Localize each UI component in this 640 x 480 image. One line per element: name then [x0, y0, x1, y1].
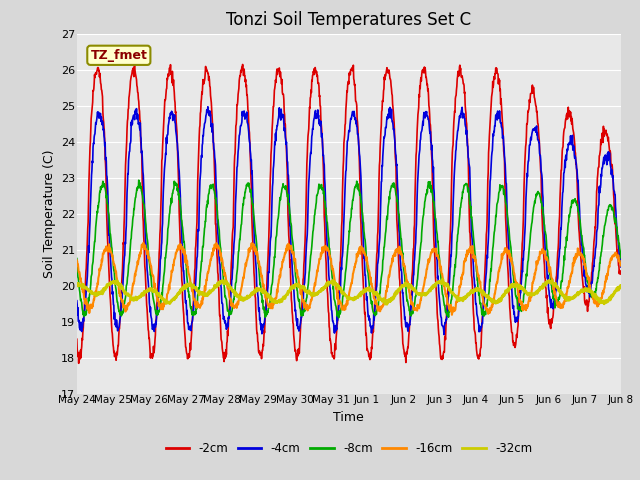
- -4cm: [73, 298, 81, 304]
- -32cm: [383, 301, 391, 307]
- -8cm: [287, 219, 294, 225]
- -8cm: [433, 229, 441, 235]
- -4cm: [204, 104, 212, 109]
- X-axis label: Time: Time: [333, 410, 364, 423]
- -2cm: [131, 61, 138, 67]
- Line: -4cm: -4cm: [77, 107, 621, 335]
- -4cm: [522, 188, 530, 194]
- -32cm: [193, 288, 201, 294]
- -32cm: [287, 287, 294, 293]
- -8cm: [73, 256, 81, 262]
- -16cm: [433, 251, 440, 257]
- -32cm: [617, 283, 625, 289]
- Text: TZ_fmet: TZ_fmet: [90, 49, 147, 62]
- -2cm: [73, 336, 81, 342]
- -4cm: [300, 287, 308, 292]
- -32cm: [438, 276, 446, 282]
- -8cm: [570, 199, 577, 205]
- Title: Tonzi Soil Temperatures Set C: Tonzi Soil Temperatures Set C: [226, 11, 472, 29]
- -32cm: [570, 296, 577, 301]
- -4cm: [433, 250, 440, 256]
- -2cm: [617, 270, 625, 276]
- Line: -16cm: -16cm: [77, 243, 621, 315]
- -8cm: [135, 177, 143, 183]
- Line: -32cm: -32cm: [77, 279, 621, 304]
- -4cm: [617, 264, 625, 270]
- -16cm: [140, 240, 147, 246]
- -16cm: [448, 312, 456, 318]
- -8cm: [522, 271, 530, 277]
- -32cm: [522, 290, 530, 296]
- -2cm: [433, 298, 441, 303]
- -16cm: [617, 263, 625, 268]
- -16cm: [193, 304, 201, 310]
- -4cm: [193, 255, 201, 261]
- -2cm: [300, 257, 308, 263]
- -8cm: [335, 315, 342, 321]
- -16cm: [287, 245, 294, 251]
- -2cm: [287, 285, 295, 290]
- -16cm: [522, 302, 530, 308]
- -16cm: [73, 257, 81, 263]
- -2cm: [75, 360, 83, 366]
- -4cm: [570, 143, 577, 148]
- -4cm: [287, 234, 294, 240]
- -8cm: [300, 309, 308, 315]
- -16cm: [300, 300, 308, 306]
- -16cm: [570, 263, 577, 269]
- -8cm: [617, 255, 625, 261]
- Line: -2cm: -2cm: [77, 64, 621, 363]
- -2cm: [570, 128, 577, 133]
- Legend: -2cm, -4cm, -8cm, -16cm, -32cm: -2cm, -4cm, -8cm, -16cm, -32cm: [161, 437, 537, 460]
- -8cm: [193, 301, 201, 307]
- -32cm: [433, 280, 440, 286]
- -32cm: [300, 286, 307, 291]
- -2cm: [522, 134, 530, 140]
- Y-axis label: Soil Temperature (C): Soil Temperature (C): [43, 149, 56, 278]
- -32cm: [73, 283, 81, 288]
- -4cm: [440, 332, 448, 337]
- -2cm: [194, 179, 202, 184]
- Line: -8cm: -8cm: [77, 180, 621, 318]
